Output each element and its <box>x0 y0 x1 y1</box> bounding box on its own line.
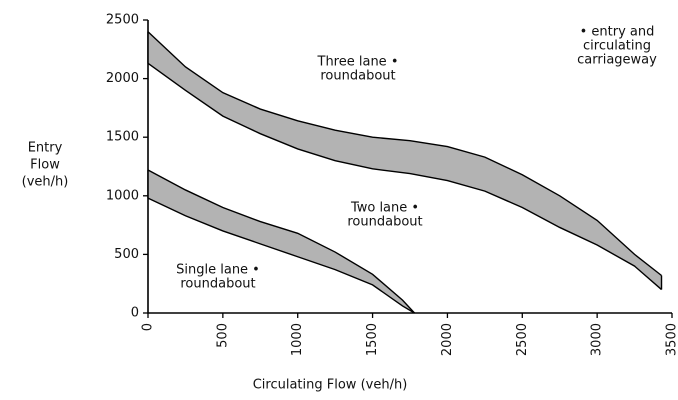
y-tick-label: 1000 <box>106 188 139 203</box>
x-tick-label: 2000 <box>440 323 455 356</box>
x-tick-label: 2500 <box>515 323 530 356</box>
x-tick-label: 1000 <box>290 323 305 356</box>
annotation: roundabout <box>347 215 422 230</box>
band-edge-low <box>147 197 415 314</box>
annotation: carriageway <box>577 53 657 68</box>
y-tick-label: 2500 <box>106 13 139 28</box>
band-edge-high <box>147 169 416 314</box>
y-axis-label: (veh/h) <box>22 175 69 190</box>
band-edge-high <box>147 31 662 277</box>
band-fill <box>148 31 662 290</box>
annotation: Single lane • <box>176 263 260 278</box>
y-tick-label: 1500 <box>106 130 139 145</box>
y-axis-label: Flow <box>30 158 60 173</box>
y-tick-label: 2000 <box>106 71 139 86</box>
x-tick-label: 3000 <box>590 323 605 356</box>
band-edge-low <box>147 62 662 291</box>
x-tick-label: 0 <box>141 323 156 331</box>
y-axis-label: Entry <box>28 141 63 156</box>
annotation: • entry and <box>580 25 655 40</box>
y-tick-label: 0 <box>131 306 139 321</box>
annotation: Two lane • <box>350 201 419 216</box>
annotation: Three lane • <box>317 55 399 70</box>
annotation: roundabout <box>320 69 395 84</box>
axes <box>147 20 672 314</box>
band-fill <box>148 170 415 313</box>
y-tick-label: 500 <box>114 247 139 262</box>
annotation: roundabout <box>180 277 255 292</box>
x-tick-label: 500 <box>215 323 230 348</box>
x-tick-label: 1500 <box>365 323 380 356</box>
annotation: circulating <box>583 39 651 54</box>
x-axis-label: Circulating Flow (veh/h) <box>253 378 408 393</box>
x-tick-label: 3500 <box>665 323 678 356</box>
